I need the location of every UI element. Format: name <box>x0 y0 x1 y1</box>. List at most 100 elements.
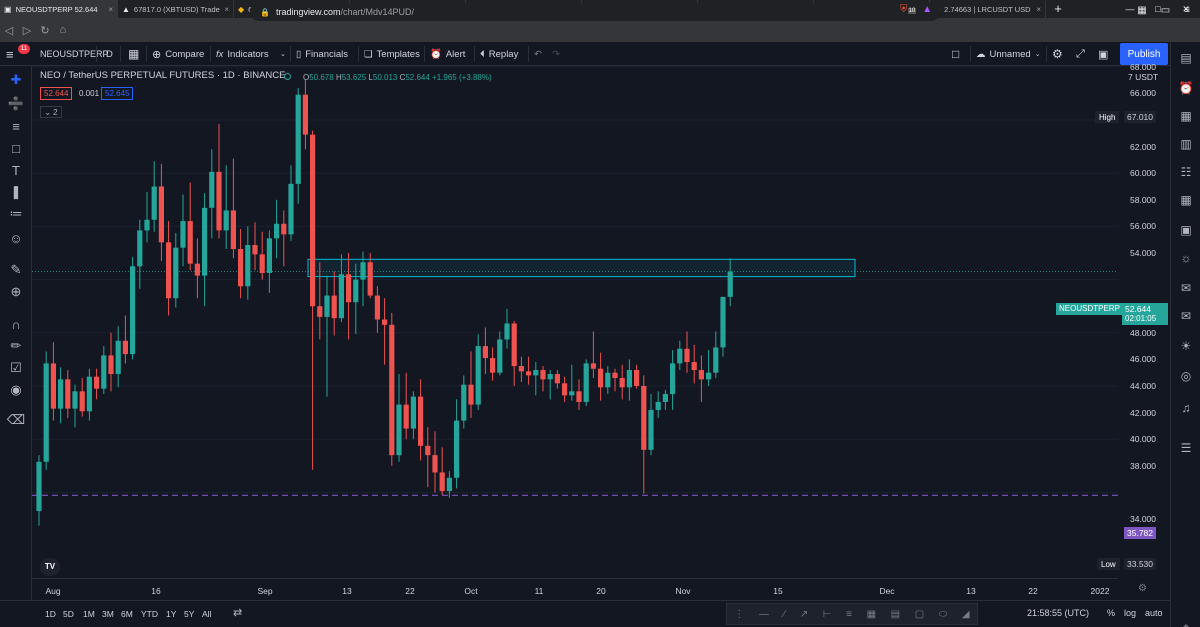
maximize-icon[interactable]: □ <box>1155 4 1161 14</box>
position-tool-icon[interactable]: ▤ <box>890 608 901 620</box>
log-scale-button[interactable]: log <box>1124 608 1137 618</box>
broadcast-icon[interactable]: ◎ <box>1180 369 1192 383</box>
utc-clock[interactable]: 21:58:55 (UTC) <box>1027 608 1090 618</box>
settings-gear-icon[interactable]: ⚙ <box>1052 47 1063 61</box>
hotlist-icon[interactable]: ▥ <box>1180 137 1192 151</box>
trend-line-tool-icon[interactable]: ∕ <box>783 608 786 620</box>
calendar-icon[interactable]: ▦ <box>1180 193 1192 207</box>
watchlist-icon[interactable]: ▤ <box>1180 51 1192 65</box>
time-axis[interactable]: Aug 16 Sep 13 22 Oct 11 20 Nov 15 Dec 13 22 2022 <box>32 578 1118 600</box>
new-tab-button[interactable]: + <box>1054 1 1062 16</box>
news-icon[interactable]: ▣ <box>1180 223 1192 237</box>
text-icon[interactable]: T <box>12 162 20 178</box>
alerts-clock-icon[interactable]: ⏰ <box>1178 81 1194 95</box>
bulb-icon[interactable]: ☀ <box>1180 339 1192 353</box>
eye-icon[interactable]: ◉ <box>10 382 22 397</box>
data-window-icon[interactable]: ▦ <box>1180 109 1192 123</box>
interval-button[interactable]: D <box>106 48 113 60</box>
undo-icon[interactable]: ↶ <box>534 48 542 60</box>
replay-button[interactable]: ⏴ Replay <box>480 42 518 66</box>
camera-icon[interactable]: ▣ <box>1098 48 1109 61</box>
range-button[interactable]: 5D <box>63 609 74 619</box>
layout-button[interactable]: □ <box>952 42 959 66</box>
horizontal-ray-icon[interactable]: — <box>758 608 769 620</box>
templates-button[interactable]: ❏ Templates <box>364 42 420 66</box>
range-button[interactable]: 1Y <box>166 609 177 619</box>
trend-line-icon[interactable]: ➗ <box>7 96 25 111</box>
rectangle-tool-icon[interactable]: ▢ <box>914 608 925 620</box>
ideas-icon[interactable]: ☼ <box>1180 251 1192 265</box>
range-button[interactable]: 3M <box>102 609 114 619</box>
alert-button[interactable]: ⏰ Alert <box>430 42 465 66</box>
indicators-button[interactable]: fx Indicators <box>216 42 269 66</box>
tab-close-icon[interactable]: × <box>224 4 229 14</box>
drag-handle-icon[interactable]: ⋮ <box>734 608 745 620</box>
range-button[interactable]: 1M <box>83 609 95 619</box>
goto-date-icon[interactable]: ⇄ <box>233 607 243 619</box>
back-icon[interactable]: ◁ <box>4 24 14 37</box>
parallel-channel-icon[interactable]: ≡ <box>846 608 852 620</box>
tab-close-icon[interactable]: × <box>1036 4 1041 14</box>
chart-type-button[interactable]: ▦ <box>128 42 139 66</box>
layers-icon[interactable]: ◈ <box>1176 618 1196 627</box>
minimize-icon[interactable]: — <box>1125 4 1135 14</box>
range-button[interactable]: 1D <box>45 609 56 619</box>
layout-name-button[interactable]: ☁ Unnamed ⌄ <box>976 42 1041 66</box>
close-window-icon[interactable]: ✕ <box>1182 4 1190 14</box>
range-button[interactable]: All <box>202 609 212 619</box>
financials-button[interactable]: ▯ Financials <box>296 42 348 66</box>
wallet-icon[interactable]: ▭ <box>1160 5 1171 16</box>
price-chart[interactable] <box>32 66 1118 578</box>
range-button[interactable]: 5Y <box>184 609 195 619</box>
zoom-in-icon[interactable]: ⊕ <box>10 284 22 299</box>
browser-tab[interactable]: ▲ 67817.0 (XBTUSD) Trade × <box>118 0 234 18</box>
sell-price-button[interactable]: 52.644 <box>40 87 73 100</box>
brave-rewards-icon[interactable]: ▲ <box>922 4 933 15</box>
indicators-collapse-button[interactable]: ⌄ 2 <box>40 106 62 118</box>
horizontal-line-icon[interactable]: ⊢ <box>822 608 832 620</box>
crosshair-icon[interactable]: ✚ <box>10 72 22 87</box>
redo-icon[interactable]: ↷ <box>552 48 560 60</box>
buy-price-button[interactable]: 52.645 <box>101 87 134 100</box>
pattern-icon[interactable]: ❚ <box>10 184 22 199</box>
percent-scale-button[interactable]: % <box>1107 608 1116 618</box>
object-tree-icon[interactable]: ☷ <box>1180 165 1192 179</box>
ray-tool-icon[interactable]: ↗ <box>799 608 809 620</box>
chat-icon[interactable]: ✉ <box>1180 281 1192 295</box>
compare-button[interactable]: ⊕ Compare <box>152 42 204 66</box>
range-button[interactable]: YTD <box>141 609 158 619</box>
browser-tab[interactable]: ▣ NEOUSDTPERP 52.644 × <box>0 0 118 18</box>
prediction-icon[interactable]: ≔ <box>9 206 23 221</box>
lock-icon[interactable]: ☑ <box>10 360 22 375</box>
price-axis[interactable]: 68.00066.00064.00062.00060.00058.00056.0… <box>1118 62 1170 578</box>
magnet-icon[interactable]: ∩ <box>11 316 21 332</box>
browser-menu-icon[interactable]: ≡ <box>1184 5 1190 16</box>
tab-close-icon[interactable]: × <box>108 4 113 14</box>
trash-icon[interactable]: ⌫ <box>6 412 26 427</box>
symbol-search-button[interactable]: NEOUSDTPERP <box>40 49 109 59</box>
currency-label[interactable]: 7 USDT <box>1128 72 1159 82</box>
gann-box-icon[interactable]: ▦ <box>866 608 877 620</box>
chevron-down-icon[interactable]: ⌄ <box>280 51 286 58</box>
range-button[interactable]: 6M <box>121 609 133 619</box>
auto-scale-button[interactable]: auto <box>1145 608 1163 618</box>
ellipse-tool-icon[interactable]: ⬭ <box>938 608 948 620</box>
rectangle-icon[interactable]: □ <box>12 140 20 156</box>
resistance-zone-rectangle[interactable] <box>307 258 856 278</box>
reload-icon[interactable]: ↻ <box>40 24 50 37</box>
notifications-bell-icon[interactable]: ♫ <box>1181 401 1191 415</box>
help-icon[interactable]: ☰ <box>1180 441 1192 455</box>
emoji-icon[interactable]: ☺ <box>9 230 23 246</box>
browser-tab[interactable]: ◆2.74663 | LRCUSDT USD× <box>930 0 1046 18</box>
publish-button[interactable]: Publish <box>1120 43 1168 65</box>
forward-icon[interactable]: ▷ <box>22 24 32 37</box>
menu-button[interactable]: ≡ <box>6 42 14 66</box>
home-icon[interactable]: ⌂ <box>59 24 67 36</box>
axis-settings-icon[interactable]: ⚙ <box>1138 583 1147 594</box>
streams-icon[interactable]: ✉ <box>1180 309 1192 323</box>
brave-shield-icon[interactable]: ⛨10 <box>900 4 917 15</box>
extensions-icon[interactable]: ▦ <box>1137 5 1147 16</box>
ruler-icon[interactable]: ✎ <box>10 262 22 277</box>
pencil-lock-icon[interactable]: ✏ <box>10 338 22 353</box>
fib-retracement-icon[interactable]: ≡ <box>12 118 20 134</box>
